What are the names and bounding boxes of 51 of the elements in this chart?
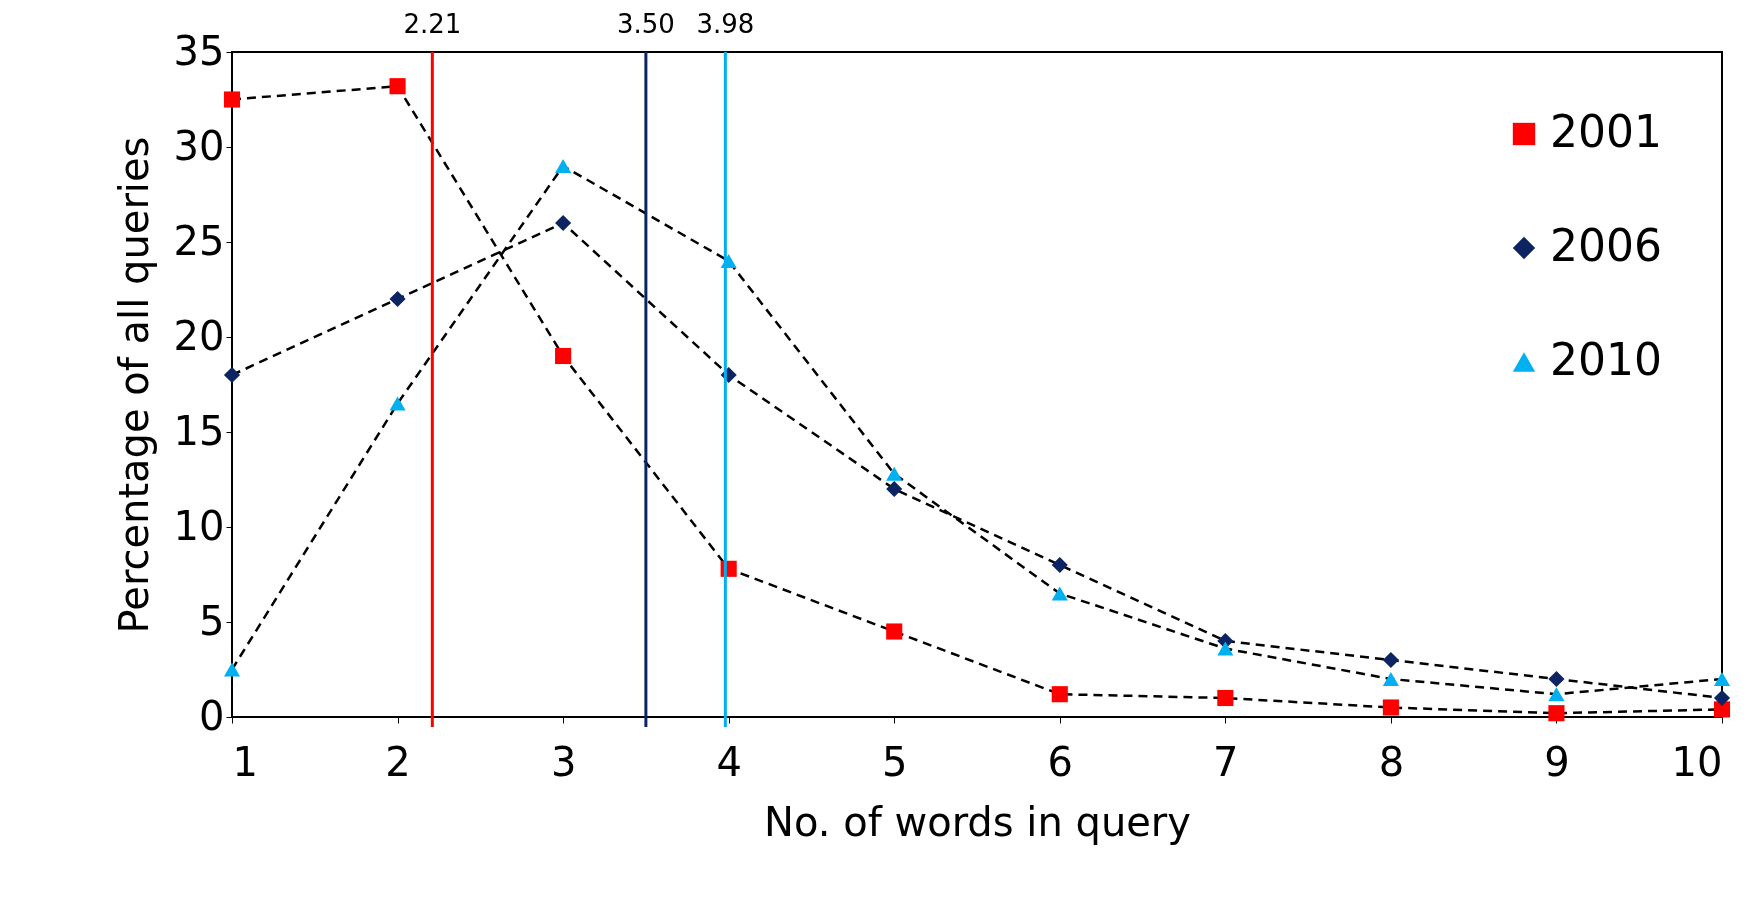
x-tick-label: 4	[716, 738, 742, 785]
y-tick-label: 20	[173, 312, 225, 359]
point	[1382, 672, 1399, 686]
point	[1548, 705, 1565, 722]
x-axis-title: No. of words in query	[764, 798, 1191, 845]
x-tick-label: 5	[882, 738, 908, 785]
point	[886, 466, 903, 481]
x-tick-label: 9	[1544, 738, 1570, 785]
x-tick-label: 7	[1213, 738, 1239, 785]
x-tick-label: 6	[1047, 738, 1073, 785]
x-tick-label: 1	[232, 738, 258, 785]
point	[223, 91, 241, 108]
point	[389, 78, 406, 95]
point	[1051, 586, 1068, 601]
point	[555, 214, 572, 232]
x-tick-label: 10	[1671, 738, 1723, 785]
point	[223, 366, 241, 384]
point	[1051, 686, 1068, 703]
ref-line-label: 3.98	[696, 9, 755, 39]
point	[555, 347, 572, 365]
x-tick-label: 3	[550, 738, 577, 785]
x-tick-label: 8	[1378, 738, 1405, 785]
y-axis-title: Percentage of all queries	[110, 136, 157, 634]
point	[1713, 689, 1731, 707]
y-tick-label: 35	[173, 27, 225, 74]
point	[1051, 556, 1068, 574]
point	[1548, 687, 1565, 702]
point	[1382, 651, 1399, 669]
y-tick-label: 10	[173, 502, 225, 549]
ref-line-label: 3.50	[616, 9, 675, 39]
point	[555, 159, 572, 173]
legend-label: 2010	[1550, 334, 1662, 385]
x-tick-label: 2	[385, 738, 411, 785]
point	[389, 396, 406, 411]
point	[1713, 672, 1731, 686]
point	[389, 290, 406, 308]
y-tick-label: 0	[199, 692, 225, 739]
point	[1217, 641, 1234, 656]
point	[886, 623, 903, 640]
point	[1548, 670, 1565, 688]
y-tick-label: 30	[173, 122, 225, 169]
point	[1382, 699, 1399, 716]
legend-label: 2006	[1550, 220, 1662, 271]
point	[1217, 689, 1234, 707]
y-tick-label: 25	[173, 217, 225, 264]
y-tick-label: 5	[199, 597, 225, 644]
y-tick-label: 15	[173, 407, 225, 454]
ref-line-label: 2.21	[403, 9, 462, 39]
point	[886, 480, 903, 498]
legend-label: 2001	[1550, 106, 1662, 157]
point	[223, 662, 241, 677]
